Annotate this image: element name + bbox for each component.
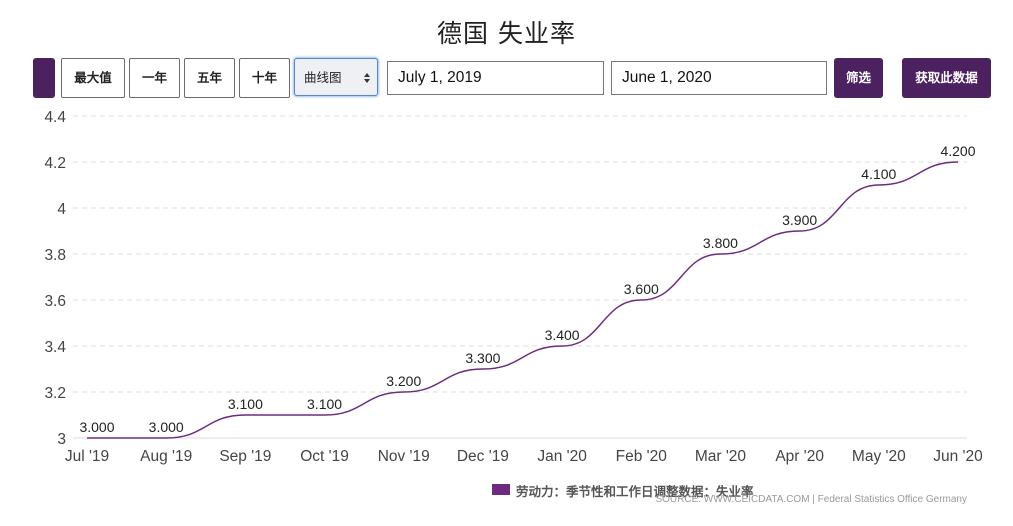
- y-tick-label: 4.2: [44, 155, 66, 172]
- data-label: 3.400: [545, 327, 580, 343]
- x-tick-label: Aug '19: [140, 448, 192, 465]
- range-max-button[interactable]: 最大值: [61, 58, 125, 98]
- x-tick-label: Feb '20: [616, 448, 668, 465]
- y-tick-label: 4: [57, 201, 66, 218]
- x-tick-label: Mar '20: [695, 448, 747, 465]
- x-tick-label: Oct '19: [300, 448, 349, 465]
- end-date-input[interactable]: June 1, 2020: [611, 61, 827, 95]
- data-label: 3.000: [79, 419, 114, 435]
- y-tick-label: 4.4: [44, 109, 66, 126]
- y-tick-label: 3.6: [44, 293, 66, 310]
- x-tick-label: Apr '20: [775, 448, 824, 465]
- start-date-input[interactable]: July 1, 2019: [387, 61, 604, 95]
- filter-button[interactable]: 筛选: [834, 58, 883, 98]
- x-tick-label: Nov '19: [378, 448, 430, 465]
- series-line: [86, 161, 959, 439]
- y-tick-label: 3.8: [44, 247, 66, 264]
- page-title: 德国 失业率: [437, 19, 576, 48]
- select-arrows-icon: [364, 73, 370, 83]
- data-label: 3.300: [465, 350, 500, 366]
- data-label: 3.100: [307, 396, 342, 412]
- data-label: 3.000: [149, 419, 184, 435]
- x-tick-label: Dec '19: [457, 448, 509, 465]
- x-tick-label: May '20: [852, 448, 906, 465]
- data-label: 3.800: [703, 235, 738, 251]
- data-label: 4.100: [861, 166, 896, 182]
- get-data-button[interactable]: 获取此数据: [902, 58, 991, 98]
- range-10y-button[interactable]: 十年: [239, 58, 290, 98]
- legend-swatch: [492, 484, 510, 495]
- x-tick-label: Jan '20: [537, 448, 587, 465]
- legend-label: 劳动力：季节性和工作日调整数据：失业率: [516, 484, 754, 499]
- chart-type-value: 曲线图: [304, 70, 342, 85]
- data-label: 3.200: [386, 373, 421, 389]
- chart-type-select[interactable]: 曲线图: [294, 58, 378, 96]
- y-tick-label: 3.4: [44, 339, 66, 356]
- range-5y-button[interactable]: 五年: [184, 58, 235, 98]
- chart-toolbar: 最大值 一年 五年 十年 曲线图 July 1, 2019 June 1, 20…: [0, 58, 1013, 98]
- data-label: 3.600: [624, 281, 659, 297]
- x-tick-label: Jun '20: [933, 448, 983, 465]
- data-label: 4.200: [940, 143, 975, 159]
- range-1y-button[interactable]: 一年: [129, 58, 180, 98]
- toggle-button[interactable]: [33, 58, 55, 98]
- source-note: SOURCE: WWW.CEICDATA.COM | Federal Stati…: [655, 494, 967, 505]
- data-label: 3.900: [782, 212, 817, 228]
- data-label: 3.100: [228, 396, 263, 412]
- y-tick-label: 3: [57, 431, 66, 448]
- x-tick-label: Jul '19: [65, 448, 109, 465]
- x-tick-label: Sep '19: [219, 448, 271, 465]
- y-tick-label: 3.2: [44, 385, 66, 402]
